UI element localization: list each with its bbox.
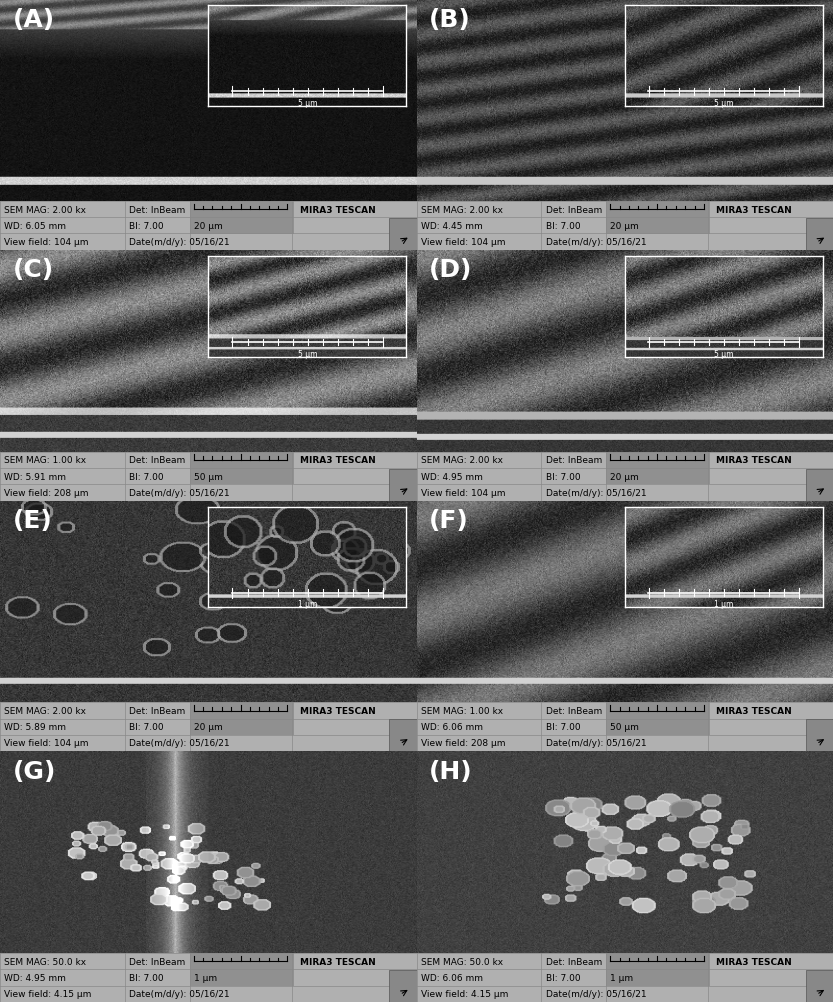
- Text: MIRA3 TESCAN: MIRA3 TESCAN: [300, 205, 376, 214]
- Text: View field: 208 μm: View field: 208 μm: [4, 488, 88, 497]
- Bar: [606, 452, 710, 485]
- Text: Date(m/d/y): 05/16/21: Date(m/d/y): 05/16/21: [546, 989, 646, 998]
- Bar: [606, 201, 710, 234]
- Text: Date(m/d/y): 05/16/21: Date(m/d/y): 05/16/21: [546, 738, 646, 747]
- Text: BI: 7.00: BI: 7.00: [546, 472, 581, 481]
- Text: Det: InBeam: Det: InBeam: [129, 706, 186, 715]
- Text: View field: 208 μm: View field: 208 μm: [421, 738, 505, 747]
- Bar: [606, 702, 710, 735]
- Text: BI: 7.00: BI: 7.00: [129, 472, 164, 481]
- Bar: [806, 970, 833, 1002]
- Text: MIRA3 TESCAN: MIRA3 TESCAN: [716, 957, 792, 966]
- Text: (A): (A): [12, 8, 55, 31]
- Text: View field: 104 μm: View field: 104 μm: [4, 237, 88, 246]
- Text: WD: 5.89 mm: WD: 5.89 mm: [4, 722, 66, 731]
- Bar: [806, 719, 833, 752]
- Text: (E): (E): [12, 508, 52, 532]
- Text: View field: 104 μm: View field: 104 μm: [421, 488, 505, 497]
- Bar: [416, 452, 833, 501]
- Text: MIRA3 TESCAN: MIRA3 TESCAN: [300, 957, 376, 966]
- Text: BI: 7.00: BI: 7.00: [546, 722, 581, 731]
- Text: (B): (B): [429, 8, 471, 31]
- Text: View field: 4.15 μm: View field: 4.15 μm: [421, 989, 508, 998]
- Text: WD: 6.06 mm: WD: 6.06 mm: [421, 973, 482, 982]
- Text: BI: 7.00: BI: 7.00: [129, 221, 164, 230]
- Text: 50 μm: 50 μm: [193, 472, 222, 481]
- Bar: [0, 702, 416, 752]
- Text: 1 μm: 1 μm: [610, 973, 633, 982]
- Text: MIRA3 TESCAN: MIRA3 TESCAN: [716, 706, 792, 715]
- Text: BI: 7.00: BI: 7.00: [546, 973, 581, 982]
- Bar: [389, 719, 416, 752]
- Bar: [189, 702, 294, 735]
- Bar: [189, 201, 294, 234]
- Bar: [416, 953, 833, 1002]
- Text: (F): (F): [429, 508, 469, 532]
- Text: 20 μm: 20 μm: [193, 722, 222, 731]
- Text: SEM MAG: 50.0 kx: SEM MAG: 50.0 kx: [421, 957, 503, 966]
- Text: Det: InBeam: Det: InBeam: [546, 706, 602, 715]
- Text: SEM MAG: 50.0 kx: SEM MAG: 50.0 kx: [4, 957, 87, 966]
- Text: (H): (H): [429, 760, 472, 783]
- Text: BI: 7.00: BI: 7.00: [129, 722, 164, 731]
- Bar: [389, 469, 416, 501]
- Bar: [389, 970, 416, 1002]
- Bar: [416, 201, 833, 250]
- Text: View field: 4.15 μm: View field: 4.15 μm: [4, 989, 92, 998]
- Text: SEM MAG: 2.00 kx: SEM MAG: 2.00 kx: [421, 205, 502, 214]
- Text: 20 μm: 20 μm: [193, 221, 222, 230]
- Bar: [0, 953, 416, 1002]
- Text: WD: 4.95 mm: WD: 4.95 mm: [421, 472, 482, 481]
- Text: WD: 4.45 mm: WD: 4.45 mm: [421, 221, 482, 230]
- Bar: [389, 218, 416, 250]
- Text: SEM MAG: 2.00 kx: SEM MAG: 2.00 kx: [4, 205, 86, 214]
- Text: MIRA3 TESCAN: MIRA3 TESCAN: [300, 456, 376, 465]
- Text: BI: 7.00: BI: 7.00: [546, 221, 581, 230]
- Text: 1 μm: 1 μm: [193, 973, 217, 982]
- Text: WD: 4.95 mm: WD: 4.95 mm: [4, 973, 66, 982]
- Text: View field: 104 μm: View field: 104 μm: [4, 738, 88, 747]
- Text: (D): (D): [429, 259, 472, 282]
- Text: SEM MAG: 1.00 kx: SEM MAG: 1.00 kx: [421, 706, 503, 715]
- Text: (G): (G): [12, 760, 56, 783]
- Text: 20 μm: 20 μm: [610, 472, 639, 481]
- Text: MIRA3 TESCAN: MIRA3 TESCAN: [716, 456, 792, 465]
- Text: View field: 104 μm: View field: 104 μm: [421, 237, 505, 246]
- Text: Date(m/d/y): 05/16/21: Date(m/d/y): 05/16/21: [129, 237, 230, 246]
- Text: SEM MAG: 1.00 kx: SEM MAG: 1.00 kx: [4, 456, 87, 465]
- Text: BI: 7.00: BI: 7.00: [129, 973, 164, 982]
- Text: WD: 5.91 mm: WD: 5.91 mm: [4, 472, 66, 481]
- Text: 50 μm: 50 μm: [610, 722, 639, 731]
- Text: Det: InBeam: Det: InBeam: [129, 957, 186, 966]
- Bar: [806, 469, 833, 501]
- Text: Date(m/d/y): 05/16/21: Date(m/d/y): 05/16/21: [129, 738, 230, 747]
- Bar: [606, 953, 710, 986]
- Text: Det: InBeam: Det: InBeam: [546, 957, 602, 966]
- Text: Det: InBeam: Det: InBeam: [129, 456, 186, 465]
- Text: Det: InBeam: Det: InBeam: [546, 205, 602, 214]
- Bar: [189, 452, 294, 485]
- Bar: [0, 452, 416, 501]
- Bar: [189, 953, 294, 986]
- Text: (C): (C): [12, 259, 53, 282]
- Text: Det: InBeam: Det: InBeam: [546, 456, 602, 465]
- Text: Date(m/d/y): 05/16/21: Date(m/d/y): 05/16/21: [129, 488, 230, 497]
- Text: SEM MAG: 2.00 kx: SEM MAG: 2.00 kx: [421, 456, 502, 465]
- Text: WD: 6.05 mm: WD: 6.05 mm: [4, 221, 66, 230]
- Text: Det: InBeam: Det: InBeam: [129, 205, 186, 214]
- Bar: [416, 702, 833, 752]
- Bar: [0, 201, 416, 250]
- Text: MIRA3 TESCAN: MIRA3 TESCAN: [300, 706, 376, 715]
- Text: SEM MAG: 2.00 kx: SEM MAG: 2.00 kx: [4, 706, 86, 715]
- Text: Date(m/d/y): 05/16/21: Date(m/d/y): 05/16/21: [546, 488, 646, 497]
- Bar: [806, 218, 833, 250]
- Text: Date(m/d/y): 05/16/21: Date(m/d/y): 05/16/21: [129, 989, 230, 998]
- Text: WD: 6.06 mm: WD: 6.06 mm: [421, 722, 482, 731]
- Text: MIRA3 TESCAN: MIRA3 TESCAN: [716, 205, 792, 214]
- Text: 20 μm: 20 μm: [610, 221, 639, 230]
- Text: Date(m/d/y): 05/16/21: Date(m/d/y): 05/16/21: [546, 237, 646, 246]
